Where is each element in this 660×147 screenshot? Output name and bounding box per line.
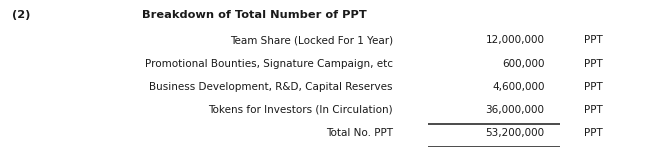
Text: Breakdown of Total Number of PPT: Breakdown of Total Number of PPT (142, 10, 366, 20)
Text: 600,000: 600,000 (502, 59, 544, 69)
Text: PPT: PPT (584, 128, 603, 138)
Text: (2): (2) (12, 10, 30, 20)
Text: PPT: PPT (584, 59, 603, 69)
Text: 4,600,000: 4,600,000 (492, 82, 544, 92)
Text: Total No. PPT: Total No. PPT (325, 128, 393, 138)
Text: Business Development, R&D, Capital Reserves: Business Development, R&D, Capital Reser… (149, 82, 393, 92)
Text: Team Share (Locked For 1 Year): Team Share (Locked For 1 Year) (230, 35, 393, 45)
Text: PPT: PPT (584, 35, 603, 45)
Text: 36,000,000: 36,000,000 (486, 105, 544, 115)
Text: PPT: PPT (584, 82, 603, 92)
Text: Tokens for Investors (In Circulation): Tokens for Investors (In Circulation) (208, 105, 393, 115)
Text: PPT: PPT (584, 105, 603, 115)
Text: 53,200,000: 53,200,000 (485, 128, 544, 138)
Text: 12,000,000: 12,000,000 (486, 35, 544, 45)
Text: Promotional Bounties, Signature Campaign, etc: Promotional Bounties, Signature Campaign… (145, 59, 393, 69)
